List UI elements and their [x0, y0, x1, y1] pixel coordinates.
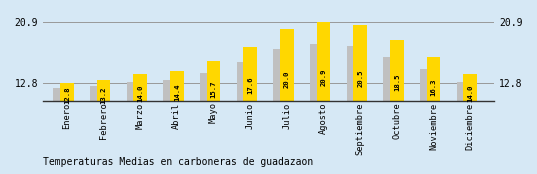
Bar: [60, 84, 74, 101]
Text: 13.2: 13.2: [100, 86, 106, 104]
Bar: [53, 88, 67, 101]
Bar: [243, 47, 257, 101]
Bar: [346, 46, 360, 101]
Bar: [463, 74, 477, 101]
Bar: [280, 29, 294, 101]
Bar: [383, 57, 397, 101]
Text: 12.8: 12.8: [64, 87, 70, 104]
Bar: [420, 69, 434, 101]
Bar: [133, 74, 147, 101]
Text: 20.5: 20.5: [357, 69, 363, 87]
Text: 14.4: 14.4: [174, 83, 180, 101]
Bar: [426, 57, 440, 101]
Bar: [97, 80, 111, 101]
Bar: [390, 40, 404, 101]
Text: 17.6: 17.6: [247, 76, 253, 93]
Text: 16.3: 16.3: [431, 79, 437, 96]
Text: 18.5: 18.5: [394, 74, 400, 92]
Bar: [200, 73, 214, 101]
Bar: [163, 80, 177, 101]
Text: 20.0: 20.0: [284, 70, 290, 88]
Bar: [90, 86, 104, 101]
Text: 14.0: 14.0: [467, 84, 473, 102]
Bar: [310, 44, 324, 101]
Bar: [170, 71, 184, 101]
Bar: [316, 22, 330, 101]
Bar: [353, 25, 367, 101]
Bar: [237, 62, 251, 101]
Bar: [127, 82, 141, 101]
Bar: [207, 61, 221, 101]
Text: 20.9: 20.9: [321, 69, 326, 86]
Bar: [456, 82, 470, 101]
Text: 15.7: 15.7: [211, 80, 216, 98]
Bar: [273, 49, 287, 101]
Text: 14.0: 14.0: [137, 84, 143, 102]
Text: Temperaturas Medias en carboneras de guadazaon: Temperaturas Medias en carboneras de gua…: [43, 157, 313, 167]
